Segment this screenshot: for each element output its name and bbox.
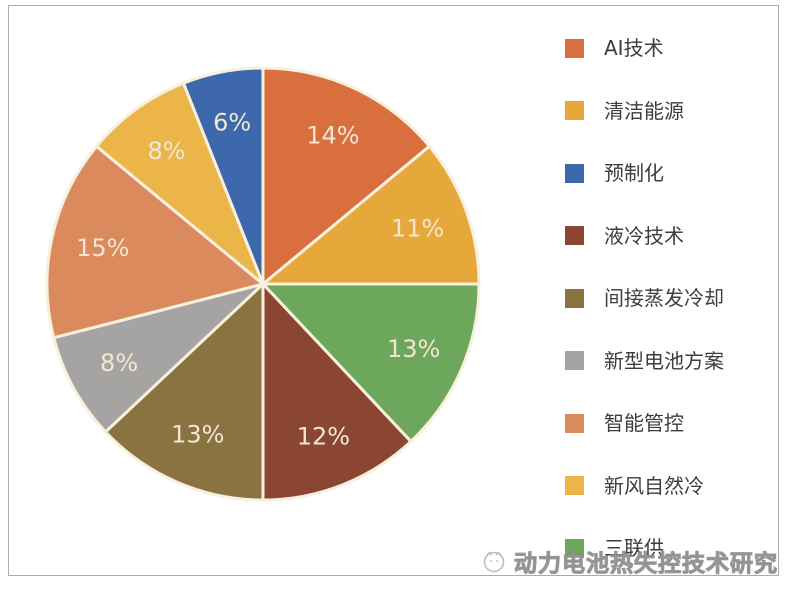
legend-swatch bbox=[565, 288, 584, 308]
pie-slice bbox=[45, 144, 265, 340]
pie-slice-label: 11% bbox=[391, 214, 444, 242]
legend-label: 智能管控 bbox=[604, 411, 684, 435]
legend-swatch bbox=[565, 413, 584, 433]
pie-slice bbox=[52, 282, 265, 434]
pie-slice-label: 8% bbox=[147, 137, 185, 165]
pie-slice bbox=[261, 66, 431, 286]
pie-slice-label: 14% bbox=[306, 122, 359, 150]
legend-swatch bbox=[565, 476, 584, 495]
legend-label: AI技术 bbox=[604, 36, 664, 60]
legend-swatch bbox=[565, 163, 584, 183]
pie-slice-label: 13% bbox=[171, 421, 224, 449]
legend-label: 液冷技术 bbox=[604, 223, 684, 248]
legend-swatch bbox=[565, 101, 584, 120]
legend-swatch bbox=[565, 351, 584, 370]
pie-slice-label: 15% bbox=[76, 234, 129, 262]
legend-label: 新型电池方案 bbox=[604, 348, 724, 373]
legend-swatch bbox=[565, 226, 584, 245]
pie-slice bbox=[95, 81, 265, 286]
pie-slice-label: 12% bbox=[297, 423, 350, 451]
pie-slice-label: 8% bbox=[100, 349, 138, 377]
pie-slice bbox=[261, 144, 481, 286]
legend-label: 预制化 bbox=[604, 161, 664, 185]
watermark: 动力电池热失控技术研究 bbox=[480, 544, 778, 578]
chart-legend: AI技术清洁能源预制化液冷技术间接蒸发冷却 新型电池方案 智能管控新风自然冷三联供 bbox=[565, 36, 780, 560]
legend-item: 新风自然冷 bbox=[565, 474, 780, 498]
pie-slice bbox=[261, 282, 413, 502]
pie-slice bbox=[261, 282, 481, 443]
pie-slice-label: 6% bbox=[213, 109, 251, 137]
legend-swatch bbox=[565, 538, 584, 558]
legend-item: 清洁能源 bbox=[565, 99, 780, 123]
legend-item: 三联供 bbox=[565, 536, 780, 560]
legend-label: 间接蒸发冷却 bbox=[604, 286, 724, 310]
legend-label: 新风自然冷 bbox=[604, 473, 704, 498]
pie-slice bbox=[104, 282, 265, 502]
legend-item: 液冷技术 bbox=[565, 224, 780, 248]
legend-item: 间接蒸发冷却 bbox=[565, 286, 780, 310]
pie-slice-label: 13% bbox=[387, 335, 440, 363]
legend-label: 清洁能源 bbox=[604, 98, 684, 123]
pie-chart: 14% 11% 13% 12% 13% 8% 15% 8% 6% bbox=[45, 66, 481, 502]
legend-item: 预制化 bbox=[565, 161, 780, 185]
legend-item: 新型电池方案 bbox=[565, 349, 780, 373]
legend-item: AI技术 bbox=[565, 36, 780, 60]
watermark-logo-icon bbox=[483, 551, 505, 573]
watermark-text: 动力电池热失控技术研究 bbox=[514, 551, 778, 578]
legend-label: 三联供 bbox=[604, 536, 664, 560]
legend-item: 智能管控 bbox=[565, 411, 780, 435]
legend-swatch bbox=[565, 38, 584, 58]
pie-slice bbox=[181, 66, 265, 286]
